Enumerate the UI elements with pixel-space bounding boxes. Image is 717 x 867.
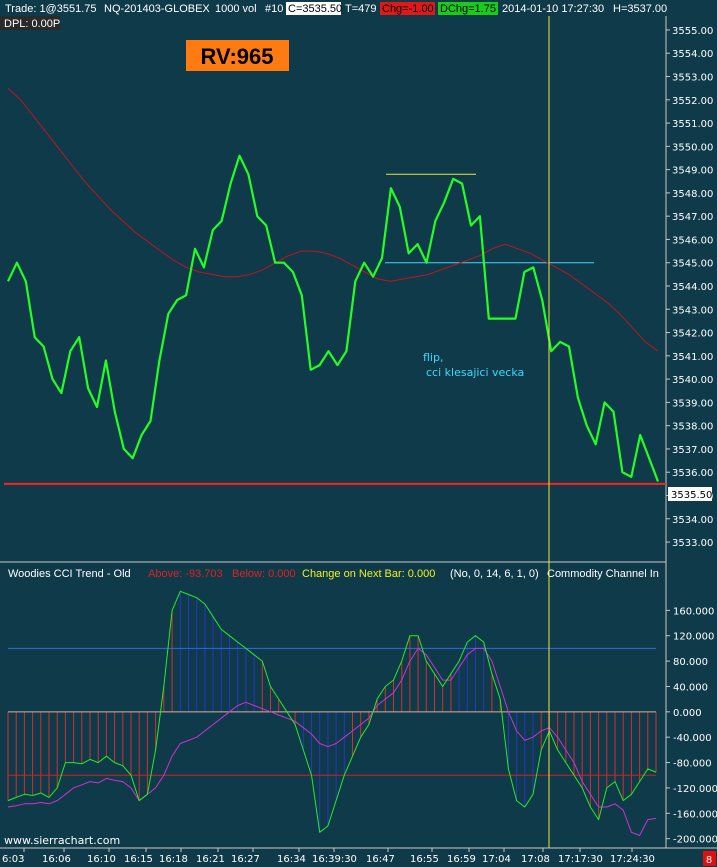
price-tick-label: 3550.00 — [672, 142, 713, 153]
header-count: #10 — [265, 3, 283, 15]
price-tick-label: 3553.00 — [672, 73, 713, 84]
header-trade: Trade: 1@3551.75 — [5, 3, 97, 15]
price-tick-label: 3542.00 — [672, 329, 713, 340]
header-bars: 1000 vol — [215, 3, 257, 15]
price-tick-label: 3548.00 — [672, 189, 713, 200]
cci-above: Above: -93.703 — [148, 568, 223, 580]
time-tick-label: 16:10 — [87, 854, 116, 865]
cci-levels — [8, 647, 656, 776]
price-tick-label: 3555.00 — [672, 26, 713, 37]
cci-signal-line — [7, 647, 657, 836]
time-tick-label: 17:24:30 — [610, 854, 655, 865]
header-close: C=3535.50 — [288, 3, 342, 15]
header-bar — [0, 0, 717, 31]
time-tick-label: 16:27 — [231, 854, 260, 865]
price-tick-label: 3539.00 — [672, 398, 713, 409]
header-close-bg — [286, 2, 341, 15]
dpl-bg — [0, 16, 60, 30]
cci-change: Change on Next Bar: 0.000 — [302, 568, 435, 580]
header-chg-bg — [380, 2, 435, 15]
price-tick-label: 3538.00 — [672, 422, 713, 433]
header-symbol: NQ-201403-GLOBEX — [104, 3, 210, 15]
time-tick-label: 16:39:30 — [312, 854, 357, 865]
cci-params: (No, 0, 14, 6, 1, 0) — [450, 568, 539, 580]
price-levels — [4, 173, 666, 485]
cci-line — [7, 590, 657, 833]
cci-tick-label: -80.000 — [673, 759, 712, 770]
price-tick-label: 3544.00 — [672, 282, 713, 293]
header-dpl: DPL: 0.00P — [4, 18, 60, 30]
price-tick-label: 3546.00 — [672, 235, 713, 246]
annotation-line2: cci klesajici vecka — [426, 366, 524, 379]
time-tick-label: 16:47 — [366, 854, 395, 865]
price-line — [7, 154, 660, 482]
time-tick-label: 16:06 — [42, 854, 71, 865]
time-tick-label: 17:08 — [521, 854, 550, 865]
header-high: H=3537.00 — [613, 3, 667, 15]
price-axis-bg — [666, 16, 717, 556]
header-dchg-bg — [438, 2, 498, 15]
cci-tick-label: 40.000 — [673, 682, 708, 693]
cci-tick-label: -160.000 — [673, 809, 717, 820]
header-datetime: 2014-01-10 17:27:30 — [502, 3, 604, 15]
price-tick-label: 3551.00 — [672, 119, 713, 130]
time-tick-label: 16:18 — [159, 854, 188, 865]
cci-tick-label: 0.000 — [673, 708, 702, 719]
cci-below: Below: 0.000 — [232, 568, 296, 580]
time-axis: 6:03 16:06 16:10 16:15 16:18 16:21 16:27 16:34 1… — [2, 848, 655, 865]
cci-tick-label: 80.000 — [673, 657, 708, 668]
annotation-line1: flip, — [423, 351, 443, 364]
cci-tick-label: 160.000 — [673, 606, 714, 617]
header-ticks: T=479 — [345, 3, 377, 15]
cci-tick-label: 120.000 — [673, 632, 714, 643]
cci-tick-label: -40.000 — [673, 733, 712, 744]
price-tick-label: 3549.00 — [672, 166, 713, 177]
time-tick-label: 16:15 — [124, 854, 153, 865]
price-tick-label: 3554.00 — [672, 49, 713, 60]
price-tick-label: 3541.00 — [672, 352, 713, 363]
cci-tick-label: -120.000 — [673, 784, 717, 795]
price-tick-label: 3536.00 — [672, 468, 713, 479]
cci-name: Woodies CCI Trend - Old — [8, 568, 131, 580]
price-tick-label: 3545.00 — [672, 259, 713, 270]
price-tick-label: 3534.00 — [672, 515, 713, 526]
cci-subname: Commodity Channel In — [547, 568, 659, 580]
price-tick-label: 3547.00 — [672, 212, 713, 223]
time-tick-label: 6:03 — [2, 854, 24, 865]
corner-badge-bg — [703, 851, 716, 866]
time-tick-label: 17:04 — [482, 854, 511, 865]
rv-badge: RV:965 — [201, 44, 274, 69]
time-tick-label: 16:55 — [410, 854, 439, 865]
price-tick-label: 3533.00 — [672, 538, 713, 549]
time-tick-label: 17:17:30 — [558, 854, 603, 865]
price-series — [7, 87, 660, 482]
time-tick-label: 16:59 — [447, 854, 476, 865]
price-tick-label: 3540.00 — [672, 375, 713, 386]
rv-badge-bg — [186, 40, 289, 71]
current-price-label: 3535.50 — [671, 490, 712, 501]
header-dchg: DChg=1.75 — [440, 3, 496, 15]
price-tick-label: 3543.00 — [672, 305, 713, 316]
price-tick-label: 3552.00 — [672, 96, 713, 107]
watermark: www.sierrachart.com — [4, 834, 120, 847]
moving-average-line — [7, 87, 659, 352]
corner-badge: 8 — [706, 855, 712, 866]
price-axis-ticks: 3533.003534.003535.003536.003537.003538.… — [666, 26, 713, 549]
header-chg: Chg=-1.00 — [382, 3, 434, 15]
time-tick-label: 16:34 — [277, 854, 306, 865]
cci-axis-ticks: -200.000 -160.000 -120.000 -80.000 -40.000 0.… — [666, 606, 717, 846]
cci-tick-label: -200.000 — [673, 835, 717, 846]
price-tick-label: 3537.00 — [672, 445, 713, 456]
time-tick-label: 16:21 — [196, 854, 225, 865]
current-price-label-bg — [668, 487, 712, 501]
cci-series — [7, 590, 657, 836]
